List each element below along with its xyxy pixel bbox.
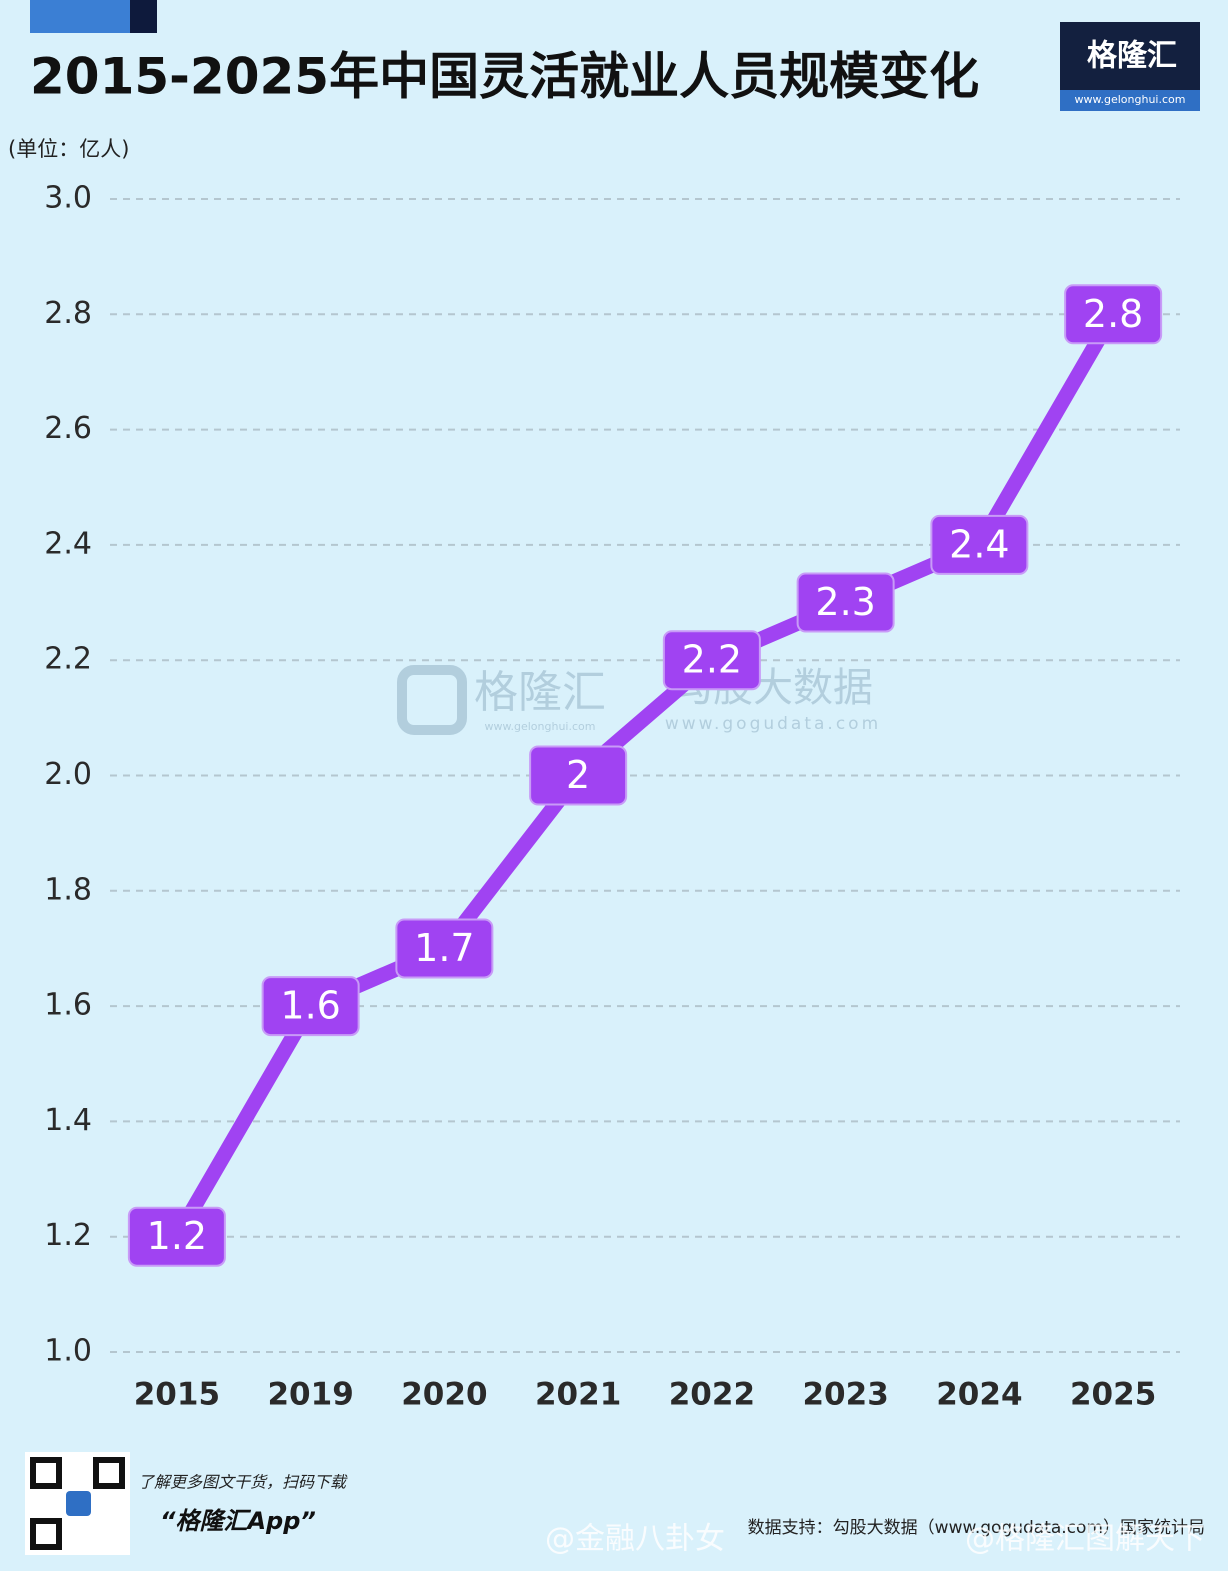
x-tick-label: 2024 bbox=[936, 1377, 1022, 1413]
logo-strip bbox=[1060, 90, 1200, 111]
y-tick-label: 2.6 bbox=[44, 411, 92, 446]
deco-bar bbox=[130, 0, 157, 33]
x-tick-label: 2025 bbox=[1070, 1377, 1156, 1413]
chart-title: 2015-2025年中国灵活就业人员规模变化 bbox=[30, 48, 979, 106]
value-box bbox=[662, 630, 761, 691]
y-tick-label: 1.0 bbox=[44, 1334, 92, 1369]
y-tick-label: 2.0 bbox=[44, 757, 92, 792]
data-label: 2.8 bbox=[1083, 292, 1143, 336]
logo: 格隆汇 www.gelonghui.com bbox=[1060, 22, 1200, 111]
value-box bbox=[261, 976, 360, 1037]
y-tick-label: 1.6 bbox=[44, 988, 92, 1023]
qr-logo bbox=[66, 1491, 91, 1516]
data-label: 2.4 bbox=[949, 522, 1009, 566]
y-tick-label: 2.2 bbox=[44, 642, 92, 677]
deco-bar bbox=[30, 0, 130, 33]
watermark-text: www.gelonghui.com bbox=[485, 720, 596, 733]
promo-text: 了解更多图文干货，扫码下载 bbox=[138, 1473, 348, 1492]
y-tick-label: 1.4 bbox=[44, 1103, 92, 1138]
watermark-text: 格隆汇 bbox=[474, 667, 606, 718]
data-label: 1.2 bbox=[147, 1214, 207, 1258]
value-box bbox=[529, 745, 628, 806]
data-label: 2 bbox=[566, 753, 590, 797]
value-box bbox=[395, 918, 494, 979]
x-tick-label: 2023 bbox=[802, 1377, 888, 1413]
qr-code bbox=[30, 1518, 62, 1550]
qr-code bbox=[30, 1457, 62, 1489]
qr-code bbox=[93, 1457, 125, 1489]
app-text: “格隆汇App” bbox=[160, 1507, 316, 1535]
value-box bbox=[796, 572, 895, 633]
x-tick-label: 2021 bbox=[535, 1377, 621, 1413]
value-box bbox=[1064, 284, 1163, 345]
y-tick-label: 1.8 bbox=[44, 872, 92, 907]
unit-label: (单位：亿人) bbox=[8, 137, 129, 161]
value-box bbox=[127, 1206, 226, 1267]
watermark-text: www.gogudata.com bbox=[665, 714, 881, 734]
value-box bbox=[930, 514, 1029, 575]
y-tick-label: 2.4 bbox=[44, 526, 92, 561]
footer: 了解更多图文干货，扫码下载 “格隆汇App” 数据支持：勾股大数据（www.go… bbox=[25, 1452, 1205, 1557]
logo-text: 格隆汇 bbox=[1087, 39, 1177, 74]
plot: 1.0 1.2 1.4 1.6 1.8 2.0 2.2 2.4 2.6 2.8 3.0 1.2 1.6 1… bbox=[44, 181, 1180, 1413]
weibo-watermark: @金融八卦女 bbox=[545, 1522, 725, 1557]
x-tick-label: 2022 bbox=[669, 1377, 755, 1413]
data-label: 2.3 bbox=[815, 580, 875, 624]
y-tick-label: 3.0 bbox=[44, 181, 92, 216]
x-tick-label: 2019 bbox=[267, 1377, 353, 1413]
watermark-icon bbox=[397, 665, 467, 735]
data-label: 1.6 bbox=[280, 984, 340, 1028]
y-tick-label: 2.8 bbox=[44, 296, 92, 331]
logo-url: www.gelonghui.com bbox=[1075, 93, 1186, 106]
x-tick-label: 2015 bbox=[134, 1377, 220, 1413]
source-text: 数据支持：勾股大数据（www.gogudata.com）国家统计局 bbox=[748, 1518, 1205, 1538]
data-label: 1.7 bbox=[414, 926, 474, 970]
weibo-watermark: @格隆汇图解天下 bbox=[965, 1522, 1205, 1557]
x-tick-label: 2020 bbox=[401, 1377, 487, 1413]
y-tick-label: 1.2 bbox=[44, 1218, 92, 1253]
data-label: 2.2 bbox=[682, 638, 742, 682]
